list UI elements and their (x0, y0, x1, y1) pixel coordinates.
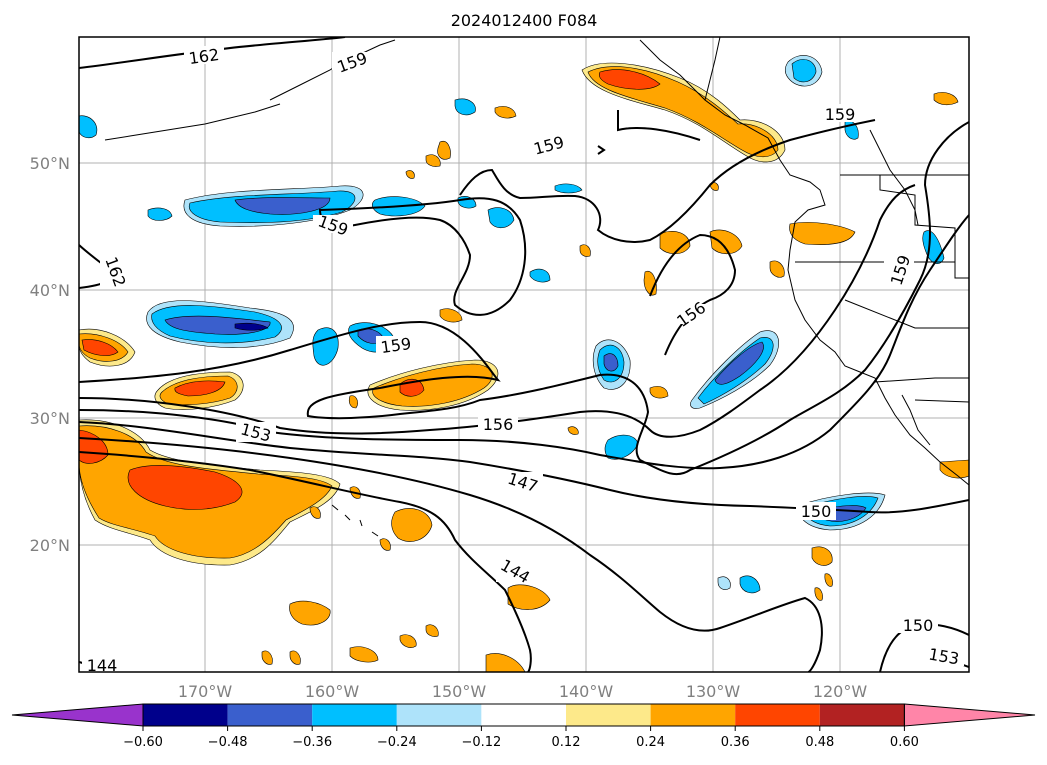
height-contours (79, 37, 969, 672)
contour-label-bg (236, 422, 276, 442)
contour-label-bg (478, 414, 518, 432)
colorbar-cell (735, 704, 820, 726)
lat-label-40n: 40°N (30, 281, 70, 300)
contour-144 (79, 451, 532, 672)
map-frame (78, 36, 970, 673)
coastline-alaska-panhandle (639, 39, 706, 101)
colorbar: −0.60 −0.48 −0.36 −0.24 −0.12 0.12 0.24 0.36 0.4… (11, 703, 1036, 750)
lon-label-170w: 170°W (178, 682, 233, 701)
anomaly-negative-33n-138w (592, 339, 631, 390)
anomaly-positive-55n-135w (581, 62, 786, 163)
anomaly-negative-north-pacific-40n (146, 300, 294, 348)
colorbar-cell (819, 704, 905, 726)
contour-label-159-mid: 159 (379, 334, 412, 357)
contour-label-bg (496, 560, 536, 582)
contour-small-loop (597, 145, 606, 155)
latitude-labels: 50°N 40°N 30°N 20°N (30, 154, 70, 555)
contour-label-162-north: 162 (187, 45, 220, 68)
colorbar-tick-label: 0.12 (552, 735, 581, 750)
lon-label-140w: 140°W (559, 682, 614, 701)
lat-label-30n: 30°N (30, 409, 70, 428)
colorbar-extend-high (903, 703, 1036, 727)
lat-label-20n: 20°N (30, 536, 70, 555)
colorbar-tick-label: −0.60 (123, 735, 163, 750)
lon-label-130w: 130°W (686, 682, 741, 701)
chart-title: 2024012400 F084 (451, 11, 598, 30)
colorbar-ticks: −0.60 −0.48 −0.36 −0.24 −0.12 0.12 0.24 0.36 0.4… (123, 726, 919, 750)
colorbar-cell (143, 704, 228, 726)
state-borders-north (879, 175, 969, 279)
contour-labels: 162 159 159 159 159 162 159 159 156 156 … (82, 45, 964, 675)
border-us-mexico (874, 377, 969, 403)
contour-label-159-coast: 159 (825, 105, 856, 124)
contour-label-bg (332, 52, 372, 70)
colorbar-tick-label: −0.12 (461, 735, 501, 750)
contour-156-main (79, 184, 916, 438)
anomaly-positive-32n-150w (367, 359, 499, 411)
longitude-labels: 170°W 160°W 150°W 140°W 130°W 120°W (178, 682, 868, 701)
lon-label-120w: 120°W (813, 682, 868, 701)
lat-label-50n: 50°N (30, 154, 70, 173)
filled-regions (79, 55, 969, 672)
contour-label-bg (82, 656, 122, 672)
contour-label-150-south: 150 (903, 616, 934, 635)
state-borders-central (795, 261, 969, 329)
state-border-idaho (869, 129, 919, 226)
anomaly-positive-25n-170w (79, 419, 341, 566)
coastline-north-america (704, 37, 969, 486)
contour-label-bg (503, 472, 543, 492)
contour-label-bg (898, 615, 938, 633)
colorbar-cell (396, 704, 482, 726)
colorbar-tick-label: −0.24 (377, 735, 417, 750)
contour-label-bg (100, 256, 130, 286)
colorbar-cell (481, 704, 566, 726)
colorbar-tick-label: −0.48 (208, 735, 248, 750)
lon-label-160w: 160°W (305, 682, 360, 701)
contour-label-bg (796, 502, 836, 520)
coastline-hawaii (331, 504, 379, 537)
contour-label-156-main: 156 (483, 415, 514, 434)
colorbar-tick-label: 0.24 (636, 735, 665, 750)
colorbar-cells (11, 703, 1036, 727)
coastlines (104, 37, 969, 537)
anomaly-positive-31n-167w (154, 371, 244, 410)
contour-label-144-corner: 144 (87, 656, 118, 675)
anomaly-positive-north-pacific-west (79, 328, 136, 367)
colorbar-tick-label: 0.60 (890, 735, 919, 750)
contour-159-main (79, 121, 969, 476)
coastline-baja (901, 394, 931, 446)
colorbar-cell (312, 704, 397, 726)
contour-label-bg (820, 104, 860, 122)
anomaly-negative-north-pacific-46n (183, 185, 364, 227)
map-area: 162 159 159 159 159 162 159 159 156 156 … (79, 37, 969, 675)
contour-label-bg (529, 135, 569, 153)
colorbar-outline (142, 703, 905, 727)
contour-159-north (459, 119, 876, 243)
contour-159-cutoff-low (318, 197, 527, 316)
contour-147 (79, 437, 823, 672)
contour-label-bg (313, 215, 353, 233)
contour-153 (79, 214, 969, 470)
anomaly-negative-34n-126w (690, 330, 779, 409)
contour-label-150-east: 150 (801, 502, 832, 521)
colorbar-extend-low (11, 703, 144, 727)
anomaly-positive-small-patches (261, 92, 969, 672)
lon-label-150w: 150°W (432, 682, 487, 701)
contour-label-bg (924, 646, 964, 666)
contour-label-bg (671, 304, 711, 324)
coastline-aleutian-islands (104, 103, 281, 141)
colorbar-tick-label: 0.36 (721, 735, 750, 750)
contour-150 (79, 421, 969, 514)
contour-159-small (617, 110, 701, 141)
colorbar-cell (650, 704, 736, 726)
contour-label-bg (376, 336, 416, 354)
colorbar-tick-label: 0.48 (805, 735, 834, 750)
contour-162-north (79, 37, 346, 69)
colorbar-cell (566, 704, 651, 726)
contour-label-bg (884, 255, 914, 285)
contour-label-bg (184, 46, 224, 64)
colorbar-tick-label: −0.36 (292, 735, 332, 750)
colorbar-cell (227, 704, 313, 726)
